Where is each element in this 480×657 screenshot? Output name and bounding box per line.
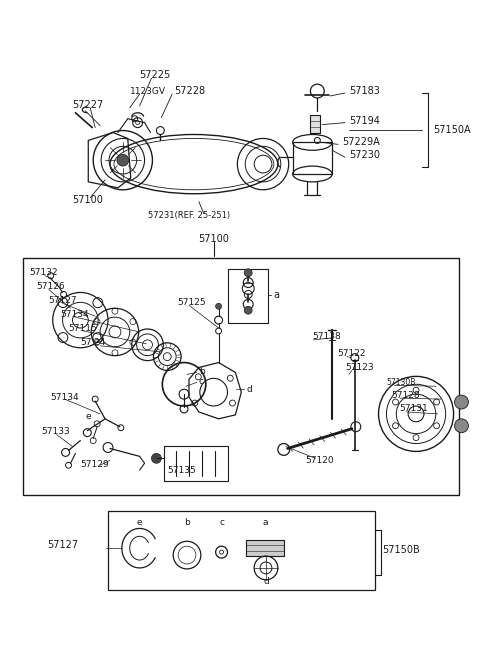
Text: d: d	[263, 578, 269, 586]
Text: a: a	[273, 290, 279, 300]
Text: 57183: 57183	[349, 86, 380, 96]
Circle shape	[244, 269, 252, 277]
Text: 57122: 57122	[337, 349, 366, 358]
Text: 57227: 57227	[72, 100, 104, 110]
Bar	[23, 258, 459, 495]
Text: 57127: 57127	[47, 540, 78, 550]
Bar	[164, 447, 228, 481]
Text: c: c	[219, 518, 224, 527]
Text: 57150A: 57150A	[433, 125, 470, 135]
Text: 57134: 57134	[51, 393, 79, 401]
Bar	[108, 510, 374, 589]
Circle shape	[455, 419, 468, 433]
Text: 57115: 57115	[69, 323, 97, 332]
Text: 57130B: 57130B	[386, 378, 416, 387]
Text: 57123: 57123	[345, 363, 373, 372]
Text: 57120: 57120	[305, 456, 334, 464]
Bar	[293, 143, 332, 174]
Text: 57150B: 57150B	[383, 545, 420, 555]
Text: a: a	[262, 518, 268, 527]
Text: d: d	[246, 385, 252, 394]
Text: 57194: 57194	[349, 116, 380, 125]
Text: 57225: 57225	[139, 70, 170, 80]
Text: 57126: 57126	[36, 282, 65, 291]
Bar	[311, 115, 320, 133]
Text: 57229A: 57229A	[342, 137, 380, 147]
Text: 57131: 57131	[399, 405, 428, 413]
Text: 57134: 57134	[60, 309, 89, 319]
Circle shape	[244, 306, 252, 314]
Text: 57127: 57127	[49, 296, 77, 305]
Text: 57125: 57125	[177, 298, 206, 307]
Text: 57129: 57129	[80, 460, 109, 468]
Text: 57100: 57100	[72, 194, 103, 205]
Text: 57231(REF. 25-251): 57231(REF. 25-251)	[147, 211, 229, 220]
Text: 57228: 57228	[174, 86, 205, 96]
Text: 57230: 57230	[349, 150, 380, 160]
Circle shape	[216, 304, 222, 309]
Text: e: e	[137, 518, 143, 527]
Text: 57'24: 57'24	[80, 338, 106, 348]
Text: 57100: 57100	[198, 234, 229, 244]
Text: 57132: 57132	[29, 268, 58, 277]
Text: e: e	[85, 413, 91, 421]
Circle shape	[117, 154, 129, 166]
Text: 57133: 57133	[41, 427, 70, 436]
Text: b: b	[199, 367, 204, 376]
Circle shape	[455, 395, 468, 409]
Text: 57138: 57138	[312, 332, 341, 342]
Text: b: b	[184, 518, 190, 527]
Text: c: c	[199, 377, 204, 386]
Text: 57135: 57135	[167, 466, 196, 474]
Circle shape	[152, 453, 161, 463]
Bar	[246, 540, 284, 556]
Text: 57128: 57128	[391, 391, 420, 399]
Bar	[228, 269, 268, 323]
Text: 1123GV: 1123GV	[130, 87, 166, 95]
